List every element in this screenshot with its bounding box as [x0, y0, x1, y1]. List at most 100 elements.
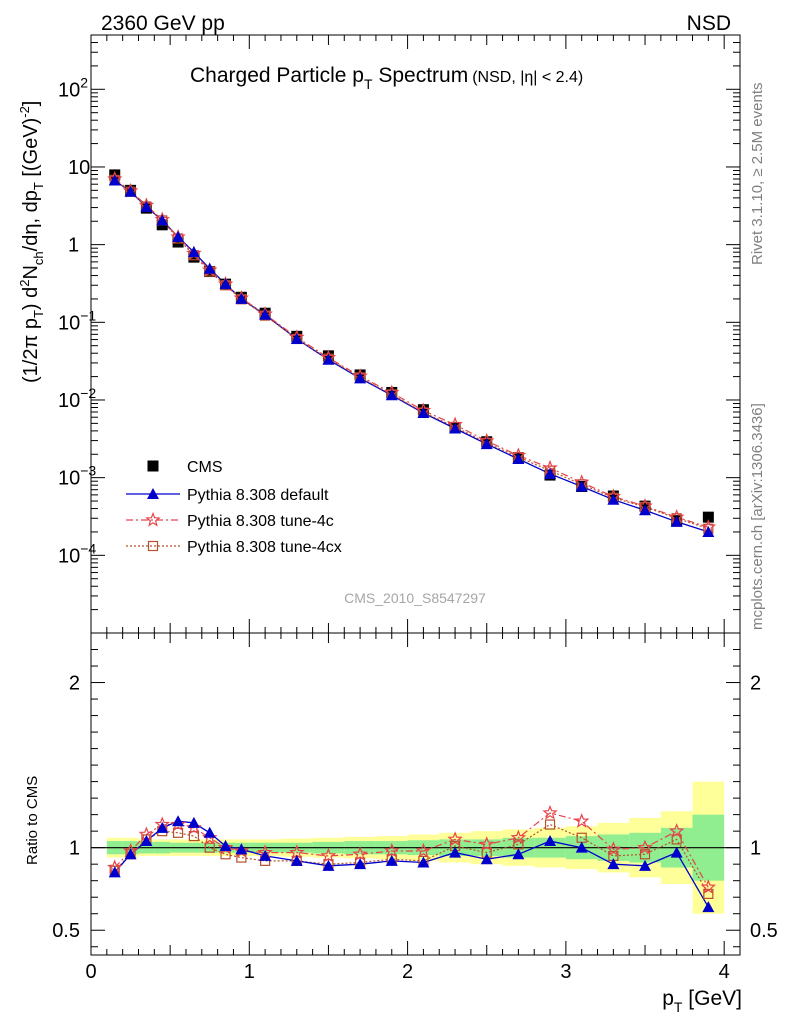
legend-marker-tune4c	[145, 511, 161, 527]
legend-label-default: Pythia 8.308 default	[187, 487, 329, 504]
ratio-point-default	[108, 866, 121, 878]
main-point-default	[140, 200, 153, 212]
ratio-point-default	[219, 840, 232, 852]
legend-label-tune4cx: Pythia 8.308 tune-4cx	[187, 539, 342, 556]
main-point-default	[203, 262, 216, 274]
ratio-y-tick-label: 0.5	[52, 920, 80, 942]
ratio-point-tune4c	[700, 879, 717, 894]
ratio-ylabel: Ratio to CMS	[24, 776, 41, 865]
legend-label-tune4c: Pythia 8.308 tune-4c	[187, 513, 334, 530]
x-tick-label: 4	[719, 961, 730, 983]
ratio-point-default	[322, 859, 335, 871]
main-point-default	[235, 292, 248, 304]
ratio-point-default	[187, 816, 200, 828]
ratio-point-default	[480, 853, 493, 865]
main-point-default	[512, 452, 525, 464]
main-point-default	[219, 278, 232, 290]
ratio-point-tune4cx	[188, 831, 199, 842]
ratio-point-tune4c	[510, 829, 527, 845]
ratio-point-default	[449, 846, 462, 858]
legend: CMS Pythia 8.308 default Pythia 8.308 tune…	[126, 459, 342, 556]
ratio-point-default	[639, 859, 652, 871]
legend-marker-cms	[147, 460, 159, 472]
ratio-point-default	[670, 846, 683, 858]
x-tick-label: 2	[402, 961, 413, 983]
ratio-point-tune4c	[415, 842, 432, 858]
header-left: 2360 GeV pp	[101, 12, 225, 35]
main-point-default	[480, 438, 493, 450]
main-point-default	[108, 174, 121, 186]
main-point-default	[702, 525, 715, 537]
x-axis-label: pT [GeV]	[662, 987, 742, 1015]
ratio-point-default	[140, 835, 153, 847]
ratio-point-tune4c	[447, 831, 463, 847]
side-text-bottom: mcplots.cern.ch [arXiv:1306.3436]	[749, 403, 766, 630]
header-right: NSD	[687, 12, 731, 35]
ratio-point-default	[417, 856, 430, 868]
main-y-tick-label: 10−1	[58, 307, 96, 334]
ratio-point-tune4c	[352, 846, 368, 861]
ratio-frame	[90, 632, 741, 956]
ratio-point-tune4c	[605, 841, 622, 856]
main-ylabel: (1/2π pT) d2Nch/dη, dpT [(GeV)-2]	[17, 101, 46, 383]
main-point-default	[385, 389, 398, 401]
ratio-point-default	[156, 821, 169, 833]
ratio-point-tune4cx	[172, 827, 184, 838]
ratio-point-tune4c	[573, 813, 590, 828]
main-point-default	[156, 214, 169, 226]
main-point-default	[417, 406, 430, 418]
main-point-default	[187, 246, 200, 258]
legend-marker-tune4cx	[147, 540, 159, 552]
main-point-default	[639, 504, 652, 516]
ratio-point-default	[203, 826, 216, 838]
main-point-default	[575, 480, 588, 492]
main-panel: 10−4 10−3 10−2 10−1 1 10 102 Charged Particle …	[17, 34, 741, 634]
main-y-tick-label: 102	[58, 74, 88, 101]
legend-marker-default	[147, 488, 159, 499]
ratio-y-tick-label-right: 0.5	[750, 920, 778, 942]
ratio-point-tune4c	[320, 847, 337, 863]
main-point-default	[172, 230, 185, 242]
ratio-point-default	[607, 858, 620, 870]
main-point-cms	[702, 511, 714, 523]
main-line-default	[114, 179, 709, 533]
ratio-line-tune4cx	[114, 823, 709, 895]
legend-label-cms: CMS	[187, 459, 223, 476]
x-tick-label: 1	[244, 961, 255, 983]
main-y-tick-label: 1	[68, 235, 79, 257]
ratio-point-default	[172, 815, 185, 827]
main-point-default	[670, 515, 683, 527]
main-point-default	[322, 353, 335, 365]
ratio-point-default	[354, 858, 367, 870]
main-point-default	[124, 185, 137, 197]
main-point-cms	[172, 236, 184, 248]
ratio-point-tune4c	[668, 823, 685, 838]
ratio-point-tune4cx	[639, 849, 651, 860]
ratio-point-default	[290, 854, 303, 866]
ratio-point-tune4c	[384, 842, 400, 858]
x-tick-label: 3	[560, 961, 571, 983]
ratio-point-tune4cx	[204, 842, 215, 853]
ratio-point-default	[575, 841, 588, 853]
ratio-panel: 0.5 0.5 1 1 2 2 0 1 2 3 4 Ratio to CMS pT [GeV]	[24, 632, 778, 1015]
ratio-y-tick-label-right: 1	[750, 838, 761, 860]
ratio-point-default	[259, 849, 272, 861]
ratio-point-tune4cx	[703, 888, 714, 900]
ratio-point-tune4c	[542, 804, 558, 820]
ratio-point-default	[385, 854, 398, 866]
ratio-point-default	[512, 848, 525, 860]
ratio-point-default	[702, 901, 715, 913]
ratio-point-tune4c	[637, 839, 653, 855]
x-tick-label: 0	[85, 961, 96, 983]
main-point-default	[354, 372, 367, 384]
ratio-y-tick-label-right: 2	[750, 673, 761, 695]
ratio-point-tune4c	[478, 836, 495, 851]
main-y-tick-label: 10−4	[58, 540, 96, 567]
main-point-default	[544, 467, 557, 479]
ratio-point-default	[124, 848, 137, 860]
main-line-tune4cx	[114, 179, 709, 530]
main-y-tick-label: 10−3	[58, 463, 96, 490]
main-point-default	[290, 332, 303, 344]
main-point-default	[449, 422, 462, 434]
